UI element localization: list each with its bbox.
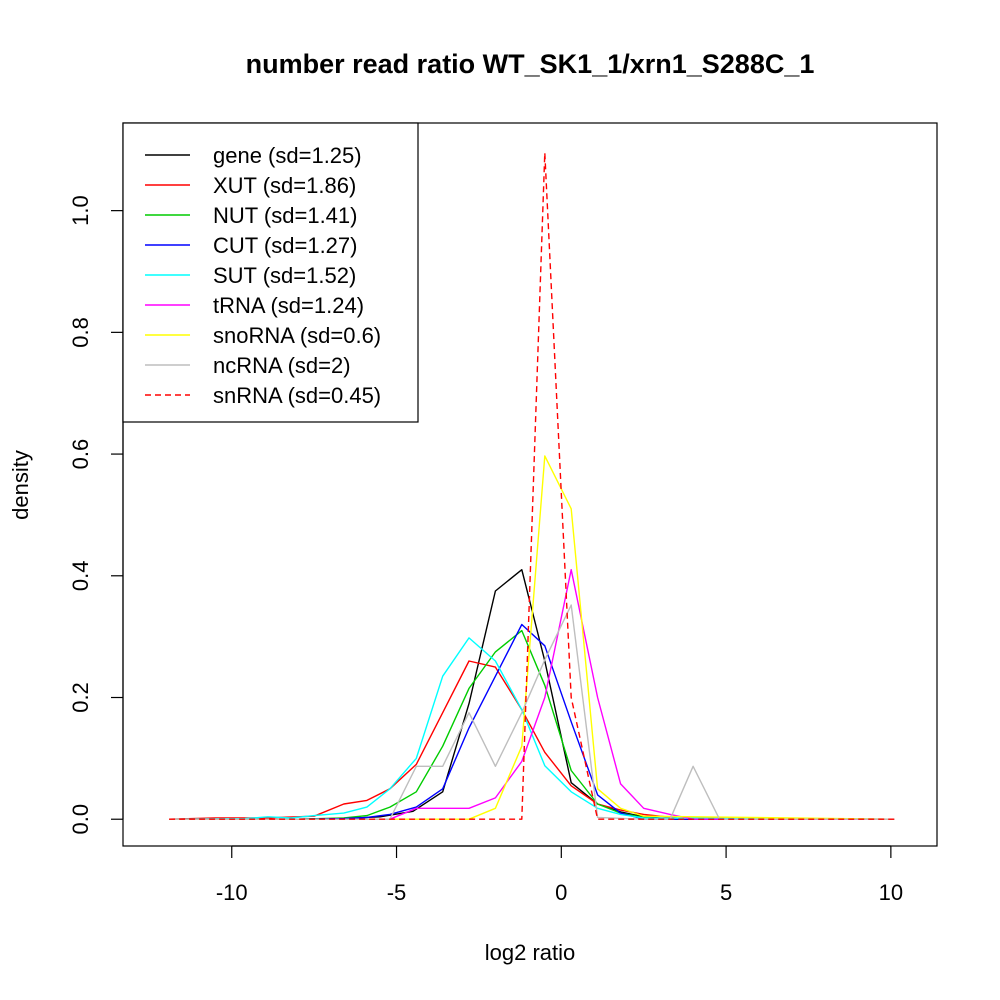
legend-label-gene: gene (sd=1.25) (213, 143, 362, 168)
series-line-trna (169, 569, 895, 820)
x-tick-label: -10 (216, 880, 248, 905)
y-tick-label: 0.4 (68, 561, 93, 592)
series-line-snrna (169, 152, 895, 820)
x-tick-label: 5 (720, 880, 732, 905)
y-axis-label: density (8, 450, 33, 520)
series-line-sut (169, 637, 895, 820)
y-tick-label: 0.0 (68, 804, 93, 835)
x-tick-label: 0 (555, 880, 567, 905)
plot-frame (122, 122, 938, 847)
series-line-cut (169, 623, 895, 820)
y-tick-label: 0.8 (68, 317, 93, 348)
legend-label-ncrna: ncRNA (sd=2) (213, 353, 351, 378)
legend-label-trna: tRNA (sd=1.24) (213, 293, 364, 318)
x-tick-label: 10 (879, 880, 903, 905)
x-tick-label: -5 (387, 880, 407, 905)
legend-label-sut: SUT (sd=1.52) (213, 263, 356, 288)
legend-label-snrna: snRNA (sd=0.45) (213, 383, 381, 408)
series-line-ncrna (169, 604, 895, 820)
legend-label-cut: CUT (sd=1.27) (213, 233, 357, 258)
legend-label-nut: NUT (sd=1.41) (213, 203, 357, 228)
chart-title: number read ratio WT_SK1_1/xrn1_S288C_1 (246, 49, 815, 79)
series-line-snorna (169, 455, 895, 820)
legend-box (122, 122, 419, 423)
y-tick-label: 0.2 (68, 682, 93, 713)
x-axis-label: log2 ratio (485, 940, 576, 965)
legend: gene (sd=1.25) XUT (sd=1.86) NUT (sd=1.41)… (122, 122, 419, 423)
legend-label-snorna: snoRNA (sd=0.6) (213, 323, 381, 348)
series-layer (169, 152, 895, 820)
legend-label-xut: XUT (sd=1.86) (213, 173, 356, 198)
y-tick-label: 1.0 (68, 195, 93, 226)
y-tick-label: 0.6 (68, 439, 93, 470)
